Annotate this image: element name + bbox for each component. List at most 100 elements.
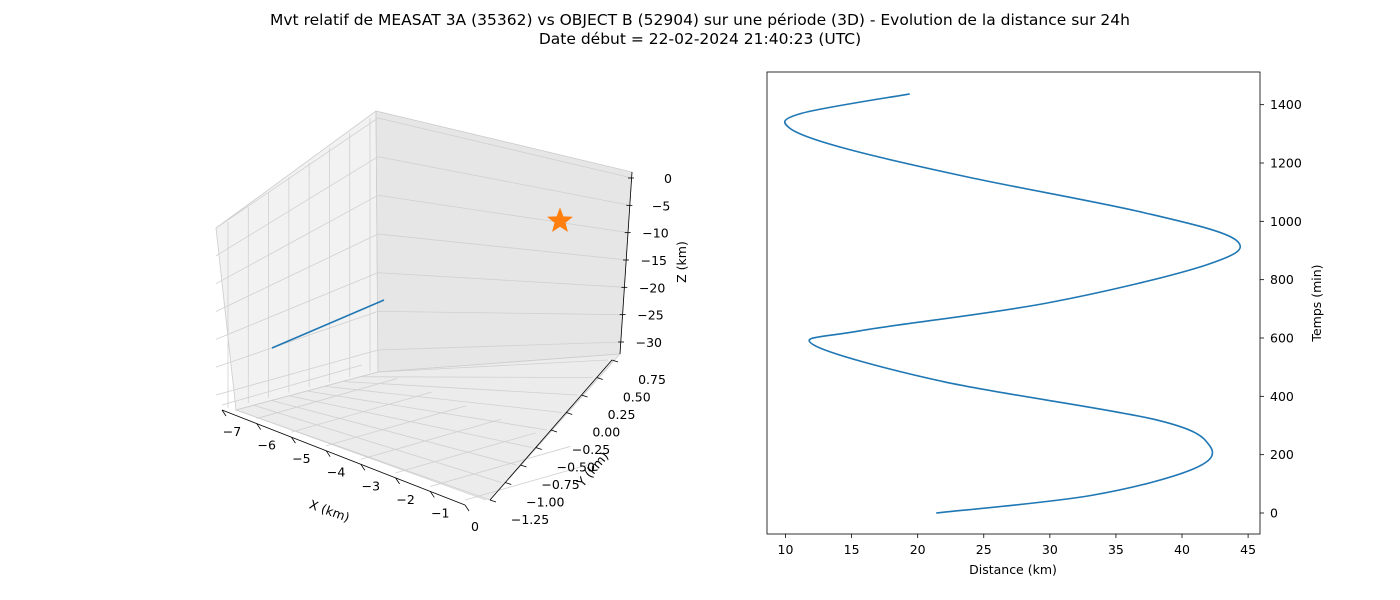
y-tick-mark-3d [505,482,512,485]
grid-line-x-floor [395,432,536,474]
grid-line-x-floor [464,459,606,501]
z-axis-label-3d: Z (km) [674,241,689,283]
x-tick-label-3d: −1 [431,505,449,520]
grid-line-z-wall [377,341,623,351]
x-ticks-2d: 10 15 20 25 30 35 40 45 [778,534,1256,557]
x-tick-mark-3d [464,504,470,512]
y-tick-label-2d: 200 [1270,447,1294,462]
y-tick-label-3d: −0.75 [541,477,579,492]
object-star-marker [546,207,574,233]
grid-line-x-floor [291,391,432,433]
grid-line-z-wall [377,194,629,234]
y-tick-mark-3d [611,359,619,363]
x-tick-mark-3d [256,423,262,430]
x-tick-label-3d: −3 [362,478,380,493]
y-tick-mark-3d [581,394,588,398]
y-tick-label-2d: 800 [1270,272,1294,287]
distance-series-line [783,93,1242,514]
grid-line-y-floor [289,395,532,448]
grid-line-z-leftwall [215,349,379,396]
y-tick-label-2d: 600 [1270,331,1294,346]
y-ticks-2d: 0 200 400 600 800 1000 1200 1400 [1260,97,1302,521]
grid-3d [215,117,633,501]
x-tick-mark-3d [221,409,227,417]
z-tick-label-3d: −10 [642,226,668,241]
y-tick-label-2d: 0 [1270,506,1278,521]
x-tick-label-2d: 45 [1240,542,1256,557]
y-tick-label-3d: −1.25 [511,512,549,527]
grid-line-z-leftwall [215,272,379,340]
y-tick-mark-3d [489,499,497,503]
x-tick-label-2d: 10 [778,542,794,557]
grid-line-y-floor [253,404,502,483]
grid-line-y-floor [235,409,487,501]
grid-line-y-floor [324,385,563,413]
grid-line-z-wall [377,272,626,288]
y-tick-label-3d: 0.50 [623,390,651,405]
x-tick-label-3d: −5 [292,451,310,466]
x-tick-label-3d: −6 [257,438,275,453]
grid-line-x-floor [430,446,571,487]
x-tick-label-2d: 35 [1108,542,1124,557]
y-tick-label-2d: 1200 [1270,156,1302,171]
z-ticks-3d: 0 −5 −10 −15 −20 −25 −30 [618,171,672,350]
x-ticks-3d: −7 −6 −5 −4 −3 −2 −1 0 [221,409,479,534]
plot-2d-frame [766,71,1261,535]
grid-line-x-floor [256,378,397,419]
y-tick-label-3d: −0.25 [572,442,610,457]
y-tick-mark-3d [535,447,542,450]
z-tick-label-3d: −30 [636,335,662,350]
grid-line-y-floor [360,376,593,378]
y-tick-label-3d: 0.00 [592,425,620,440]
y-tick-label-2d: 400 [1270,389,1294,404]
grid-line-x-floor [360,418,501,460]
pane-back-right [375,110,633,373]
grid-line-z-leftwall [215,117,379,229]
y-tick-label-2d: 1400 [1270,97,1302,112]
figure-title-line2: Date début = 22-02-2024 21:40:23 (UTC) [538,30,862,48]
grid-line-z-leftwall [215,194,379,285]
grid-line-z-leftwall [215,310,379,368]
x-tick-label-2d: 15 [844,542,860,557]
x-axis-line [221,409,466,506]
grid-line-z-leftwall [215,233,379,312]
y-tick-label-3d: 0.25 [608,407,636,422]
grid-line-x-floor [326,405,467,447]
grid-line-z-wall [377,233,628,261]
x-tick-label-2d: 25 [976,542,992,557]
y-tick-mark-3d [520,464,527,468]
z-tick-label-3d: 0 [664,171,672,186]
x-tick-label-3d: −7 [223,424,241,439]
plot-3d: −7−6−5−4−3−2−10 −1.25−1.00−0.75−0.50−0.2… [215,110,689,534]
x-axis-label-3d: X (km) [307,497,351,525]
grid-line-x-floor [221,364,363,406]
y-axis-label-2d: Temps (min) [1309,264,1324,342]
grid-line-y-floor [342,381,578,396]
x-tick-label-3d: −2 [396,492,414,507]
x-tick-label-2d: 40 [1174,542,1190,557]
x-tick-mark-3d [429,491,435,498]
grid-line-z-wall [377,156,631,206]
y-tick-label-3d: −0.50 [557,460,595,475]
y-tick-label-3d: 0.75 [638,372,666,387]
x-axis-label-2d: Distance (km) [969,562,1057,577]
grid-line-z-wall [377,310,624,316]
x-tick-label-3d: −4 [327,465,345,480]
x-tick-mark-3d [360,464,366,471]
x-tick-mark-3d [325,450,331,457]
grid-line-y-floor [377,359,609,373]
y-ticks-3d: −1.25 −1.00 −0.75 −0.50 −0.25 0.00 0.25 0.50 0.7… [489,359,666,527]
plot-2d: 10 15 20 25 30 35 40 45 0 200 400 600 800 1000 1200 14… [766,71,1324,577]
x-tick-label-2d: 30 [1042,542,1058,557]
grid-line-z-wall [377,117,633,179]
grid-line-z-leftwall [215,156,379,257]
y-tick-mark-3d [596,377,603,380]
x-tick-label-2d: 20 [910,542,926,557]
pane-back-left [215,110,379,411]
x-tick-mark-3d [291,436,296,444]
grid-line-y-floor [306,390,548,431]
z-tick-label-3d: −20 [639,280,665,295]
y-tick-label-2d: 1000 [1270,214,1302,229]
figure-title-line1: Mvt relatif de MEASAT 3A (35362) vs OBJE… [270,11,1130,29]
